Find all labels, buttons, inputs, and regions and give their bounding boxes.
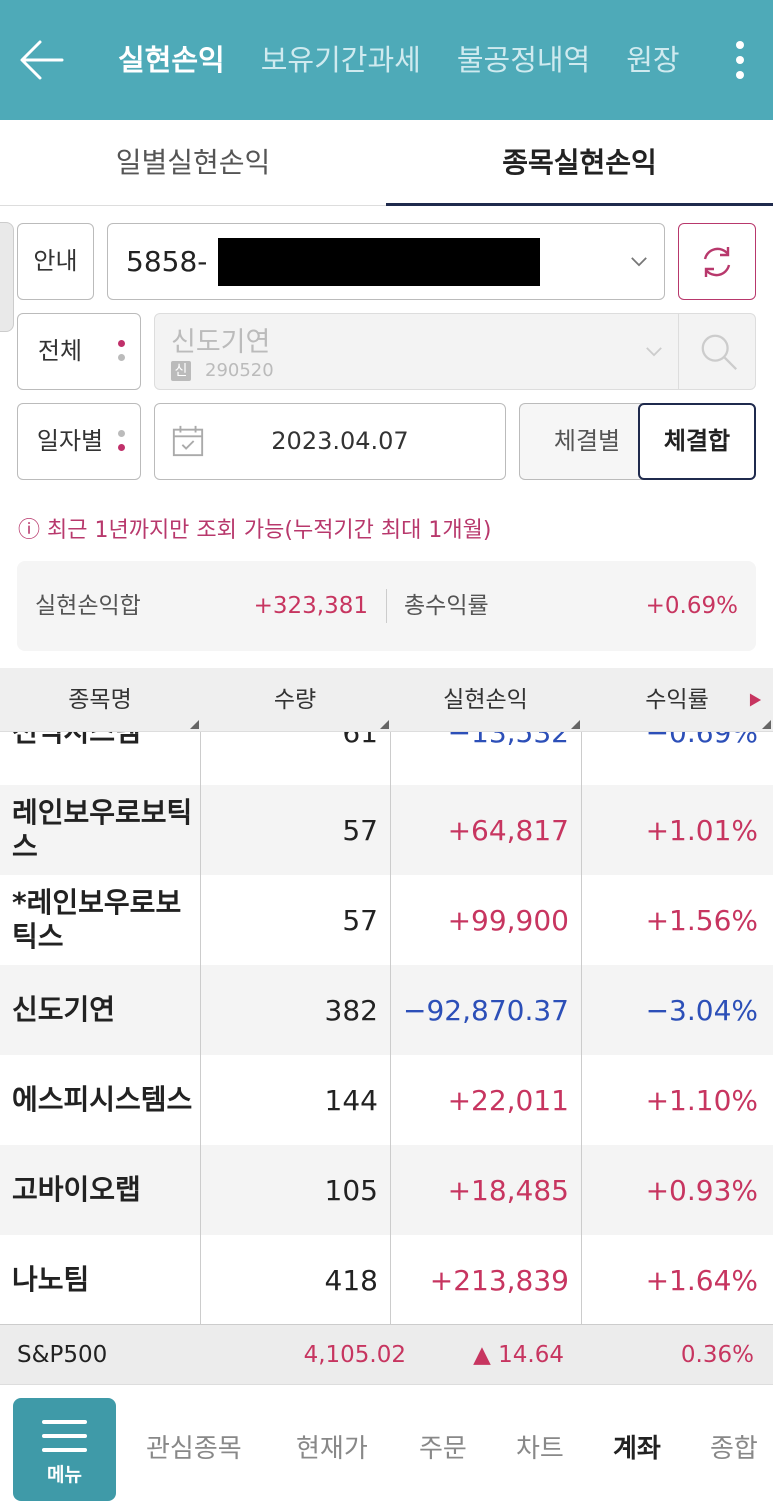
stock-name-cell: 신도기연 bbox=[12, 993, 116, 1026]
nav-chart[interactable]: 차트 bbox=[516, 1434, 564, 1464]
ticker-price: 4,105.02 bbox=[303, 1342, 406, 1368]
qty-cell: 57 bbox=[342, 903, 378, 937]
nav-order[interactable]: 주문 bbox=[419, 1434, 467, 1464]
chevron-down-icon bbox=[631, 257, 647, 267]
column-header-pnl[interactable]: 실현손익 bbox=[443, 687, 528, 713]
stock-name-cell: 레인보우로보틱스 bbox=[12, 796, 193, 863]
pnl-cell: +99,900 bbox=[447, 903, 569, 937]
column-divider bbox=[581, 732, 582, 1324]
account-number: 5858- bbox=[126, 245, 208, 278]
pnl-cell: +22,011 bbox=[447, 1083, 569, 1117]
table-row[interactable]: 에스피시스템스 144 +22,011 +1.10% bbox=[0, 1055, 773, 1145]
summary-rate-value: +0.69% bbox=[645, 593, 738, 619]
qty-cell: 144 bbox=[324, 1083, 378, 1117]
divider bbox=[678, 314, 679, 389]
chevron-down-icon bbox=[646, 347, 662, 357]
rate-cell: −0.69% bbox=[645, 732, 758, 749]
hamburger-icon bbox=[42, 1420, 87, 1462]
pnl-cell: +213,839 bbox=[429, 1263, 569, 1297]
table-row[interactable]: 선익시스템 61 −13,532 −0.69% bbox=[0, 732, 773, 777]
guide-button[interactable]: 안내 bbox=[17, 223, 94, 300]
stock-name: 신도기연 bbox=[171, 327, 271, 358]
column-divider bbox=[200, 732, 201, 1324]
table-row[interactable]: 레인보우로보틱스 57 +64,817 +1.01% bbox=[0, 785, 773, 875]
summary-pnl-value: +323,381 bbox=[253, 593, 368, 619]
rate-cell: +1.56% bbox=[645, 903, 758, 937]
pnl-cell: −13,532 bbox=[447, 732, 569, 749]
top-bar: 실현손익 보유기간과세 불공정내역 원장 bbox=[0, 0, 773, 120]
top-tabs: 실현손익 보유기간과세 불공정내역 원장 bbox=[118, 0, 708, 120]
stock-search-field[interactable]: 신도기연 신 290520 bbox=[154, 313, 756, 390]
qty-cell: 382 bbox=[324, 993, 378, 1027]
notice-text: ⓘ 최근 1년까지만 조회 가능(누적기간 최대 1개월) bbox=[18, 518, 492, 543]
pnl-cell: +18,485 bbox=[447, 1173, 569, 1207]
table-body[interactable]: 선익시스템 61 −13,532 −0.69% 레인보우로보틱스 57 +64,… bbox=[0, 732, 773, 1324]
summary-box: 실현손익합 +323,381 총수익률 +0.69% bbox=[17, 561, 756, 651]
qty-cell: 418 bbox=[324, 1263, 378, 1297]
account-mask bbox=[218, 238, 540, 286]
tab-holding-period-tax[interactable]: 보유기간과세 bbox=[260, 43, 421, 77]
ticker-change: ▲ 14.64 bbox=[473, 1342, 564, 1368]
tab-stock-pnl[interactable]: 종목실현손익 bbox=[386, 120, 773, 206]
table-header: 종목명 수량 실현손익 수익률 bbox=[0, 668, 773, 732]
tab-unfair-trades[interactable]: 불공정내역 bbox=[456, 43, 591, 77]
calendar-icon bbox=[172, 425, 204, 457]
stock-code: 290520 bbox=[205, 360, 274, 381]
qty-cell: 105 bbox=[324, 1173, 378, 1207]
qty-cell: 61 bbox=[342, 732, 378, 749]
bottom-nav: 메뉴 관심종목 현재가 주문 차트 계좌 종합 bbox=[0, 1384, 773, 1512]
nav-current-price[interactable]: 현재가 bbox=[296, 1434, 368, 1464]
pnl-cell: +64,817 bbox=[447, 813, 569, 847]
table-row[interactable]: 나노팀 418 +213,839 +1.64% bbox=[0, 1235, 773, 1324]
rate-cell: +0.93% bbox=[645, 1173, 758, 1207]
rate-cell: −3.04% bbox=[645, 993, 758, 1027]
table-row[interactable]: *레인보우로보틱스 57 +99,900 +1.56% bbox=[0, 875, 773, 965]
pnl-cell: −92,870.37 bbox=[403, 993, 569, 1027]
rate-cell: +1.10% bbox=[645, 1083, 758, 1117]
rate-cell: +1.01% bbox=[645, 813, 758, 847]
search-icon[interactable] bbox=[698, 331, 740, 373]
more-menu-icon[interactable] bbox=[725, 36, 755, 86]
back-arrow-icon[interactable] bbox=[16, 36, 68, 84]
index-ticker[interactable]: S&P500 4,105.02 ▲ 14.64 0.36% bbox=[0, 1324, 773, 1384]
menu-button[interactable]: 메뉴 bbox=[13, 1398, 116, 1501]
toggle-execution-sum[interactable]: 체결합 bbox=[638, 403, 756, 480]
column-header-qty[interactable]: 수량 bbox=[273, 687, 317, 713]
scope-select[interactable]: 전체 bbox=[17, 313, 141, 390]
side-drawer-handle[interactable] bbox=[0, 222, 14, 332]
stock-name-cell: 선익시스템 bbox=[12, 732, 197, 777]
period-select[interactable]: 일자별 bbox=[17, 403, 141, 480]
tab-daily-pnl[interactable]: 일별실현손익 bbox=[115, 146, 271, 179]
divider bbox=[386, 589, 387, 623]
ticker-rate: 0.36% bbox=[680, 1342, 754, 1368]
stock-market-badge: 신 bbox=[171, 361, 191, 381]
summary-rate-label: 총수익률 bbox=[404, 593, 489, 619]
stock-name-cell: 나노팀 bbox=[12, 1263, 90, 1296]
nav-account[interactable]: 계좌 bbox=[613, 1434, 661, 1464]
ticker-name: S&P500 bbox=[17, 1342, 108, 1368]
date-picker[interactable]: 2023.04.07 bbox=[154, 403, 506, 480]
table-row[interactable]: 고바이오랩 105 +18,485 +0.93% bbox=[0, 1145, 773, 1235]
tab-ledger[interactable]: 원장 bbox=[626, 43, 680, 77]
summary-pnl-label: 실현손익합 bbox=[35, 593, 141, 619]
column-divider bbox=[390, 732, 391, 1324]
refresh-button[interactable] bbox=[678, 223, 756, 300]
column-header-name[interactable]: 종목명 bbox=[68, 687, 132, 713]
sub-tabs: 일별실현손익 종목실현손익 bbox=[0, 120, 773, 206]
stock-name-cell: *레인보우로보틱스 bbox=[12, 886, 182, 953]
tab-realized-pnl[interactable]: 실현손익 bbox=[118, 43, 225, 77]
nav-overview[interactable]: 종합 bbox=[710, 1434, 758, 1464]
column-header-rate[interactable]: 수익률 bbox=[645, 687, 709, 713]
rate-cell: +1.64% bbox=[645, 1263, 758, 1297]
refresh-icon bbox=[703, 247, 731, 277]
qty-cell: 57 bbox=[342, 813, 378, 847]
table-row[interactable]: 신도기연 382 −92,870.37 −3.04% bbox=[0, 965, 773, 1055]
nav-watchlist[interactable]: 관심종목 bbox=[146, 1434, 242, 1464]
stock-name-cell: 고바이오랩 bbox=[12, 1173, 141, 1206]
account-select[interactable]: 5858- bbox=[107, 223, 665, 300]
date-value: 2023.04.07 bbox=[271, 427, 409, 455]
next-columns-arrow-icon[interactable] bbox=[749, 692, 762, 708]
toggle-by-execution[interactable]: 체결별 bbox=[519, 403, 654, 480]
stock-name-cell: 에스피시스템스 bbox=[12, 1083, 193, 1116]
